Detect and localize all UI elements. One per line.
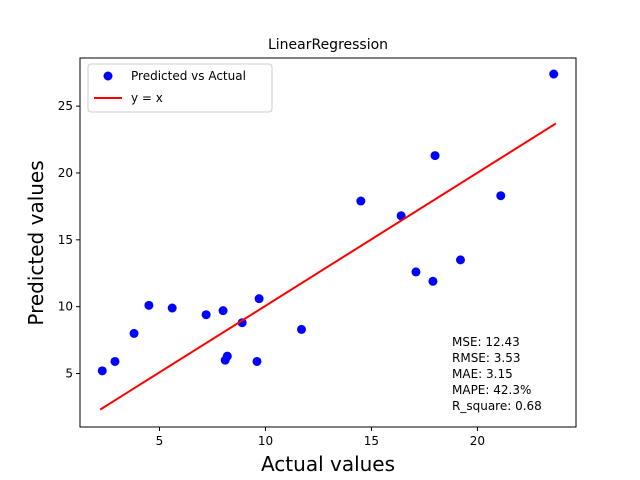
- legend-box: [87, 63, 273, 113]
- y-axis: 5 10 15 20 25: [58, 99, 80, 381]
- x-axis: 5 10 15 20: [156, 427, 485, 448]
- scatter-point: [201, 310, 211, 320]
- scatter-point: [222, 351, 232, 361]
- scatter-point: [218, 306, 228, 316]
- x-tick-label: 15: [364, 434, 379, 448]
- scatter-point: [297, 324, 307, 334]
- scatter-point: [167, 303, 177, 313]
- scatter-point: [97, 366, 107, 376]
- scatter-point: [428, 276, 438, 286]
- metric-label: MAE: 3.15: [452, 367, 513, 381]
- scatter-point: [411, 267, 421, 277]
- scatter-point: [549, 69, 559, 79]
- scatter-point: [144, 300, 154, 310]
- y-tick-label: 20: [58, 166, 73, 180]
- legend-label-points: Predicted vs Actual: [131, 69, 246, 83]
- y-tick-label: 15: [58, 233, 73, 247]
- metric-label: MSE: 12.43: [452, 335, 520, 349]
- y-tick-label: 25: [58, 99, 73, 113]
- scatter-point: [252, 356, 262, 366]
- scatter-point: [237, 318, 247, 328]
- scatter-point: [455, 255, 465, 265]
- scatter-point: [396, 211, 406, 221]
- scatter-point: [110, 356, 120, 366]
- scatter-point: [129, 328, 139, 338]
- y-axis-label: Predicted values: [24, 160, 48, 325]
- legend-marker-points: [103, 71, 113, 81]
- x-tick-label: 20: [470, 434, 485, 448]
- axes-frame: [79, 57, 577, 428]
- metric-label: R_square: 0.68: [452, 399, 542, 413]
- legend: Predicted vs Actual y = x: [87, 63, 273, 113]
- fit-line: [99, 122, 557, 411]
- x-axis-label: Actual values: [261, 452, 395, 476]
- metrics-annotation: MSE: 12.43 RMSE: 3.53 MAE: 3.15 MAPE: 42.3%…: [452, 335, 542, 413]
- y-tick-label: 10: [58, 300, 73, 314]
- scatter-point: [254, 294, 264, 304]
- metric-label: MAPE: 42.3%: [452, 383, 531, 397]
- scatter-point: [356, 196, 366, 206]
- scatter-point: [430, 151, 440, 161]
- metric-label: RMSE: 3.53: [452, 351, 520, 365]
- legend-label-line: y = x: [131, 91, 163, 105]
- y-tick-label: 5: [65, 367, 73, 381]
- x-tick-label: 10: [258, 434, 273, 448]
- scatter-point: [496, 191, 506, 201]
- chart-title: LinearRegression: [268, 37, 388, 53]
- plot-area: [97, 69, 559, 411]
- x-tick-label: 5: [156, 434, 164, 448]
